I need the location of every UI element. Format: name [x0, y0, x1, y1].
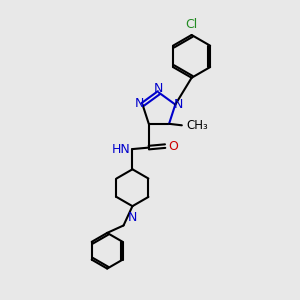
- Text: N: N: [128, 211, 137, 224]
- Text: O: O: [168, 140, 178, 153]
- Text: N: N: [174, 98, 184, 111]
- Text: HN: HN: [112, 142, 131, 156]
- Text: N: N: [154, 82, 164, 95]
- Text: CH₃: CH₃: [186, 119, 208, 132]
- Text: Cl: Cl: [185, 17, 198, 31]
- Text: N: N: [134, 97, 144, 110]
